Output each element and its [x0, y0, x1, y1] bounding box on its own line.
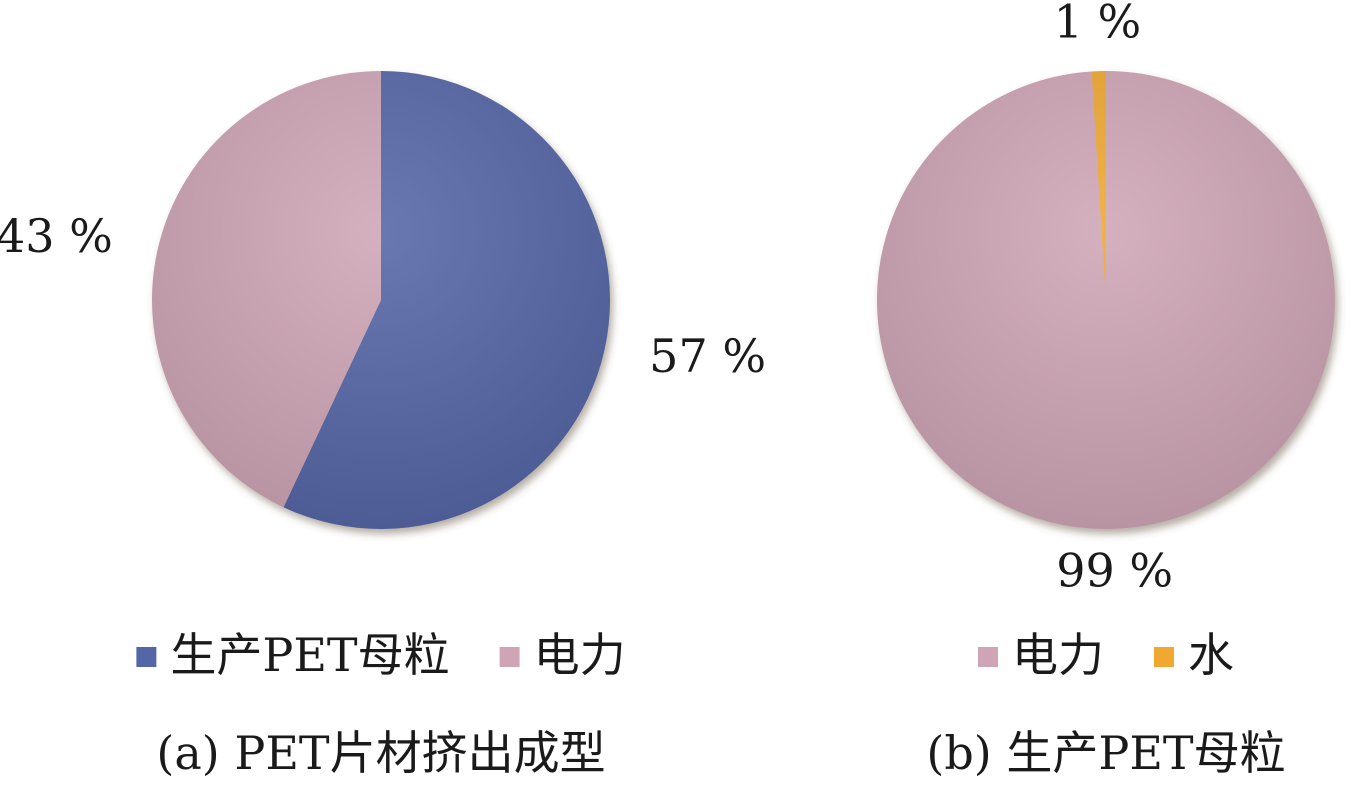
legend-label: 水 — [1188, 628, 1234, 682]
legend-label: 电力 — [534, 628, 626, 682]
chart-caption: (b) 生产PET母粒 — [926, 726, 1285, 780]
pie — [877, 71, 1336, 530]
legend-swatch — [1154, 647, 1174, 667]
value-label: 57 % — [649, 329, 766, 383]
value-label: 1 % — [1054, 0, 1142, 48]
chart-caption: (a) PET片材挤出成型 — [156, 726, 605, 780]
legend-swatch — [499, 647, 520, 667]
value-label: 43 % — [0, 209, 113, 263]
legend-swatch — [978, 647, 998, 667]
legend-swatch — [136, 647, 157, 667]
legend-label: 电力 — [1012, 628, 1104, 682]
pie-slice — [877, 71, 1336, 530]
legend-label: 生产PET母粒 — [170, 628, 449, 682]
value-label: 99 % — [1056, 544, 1173, 598]
pie — [151, 70, 610, 529]
